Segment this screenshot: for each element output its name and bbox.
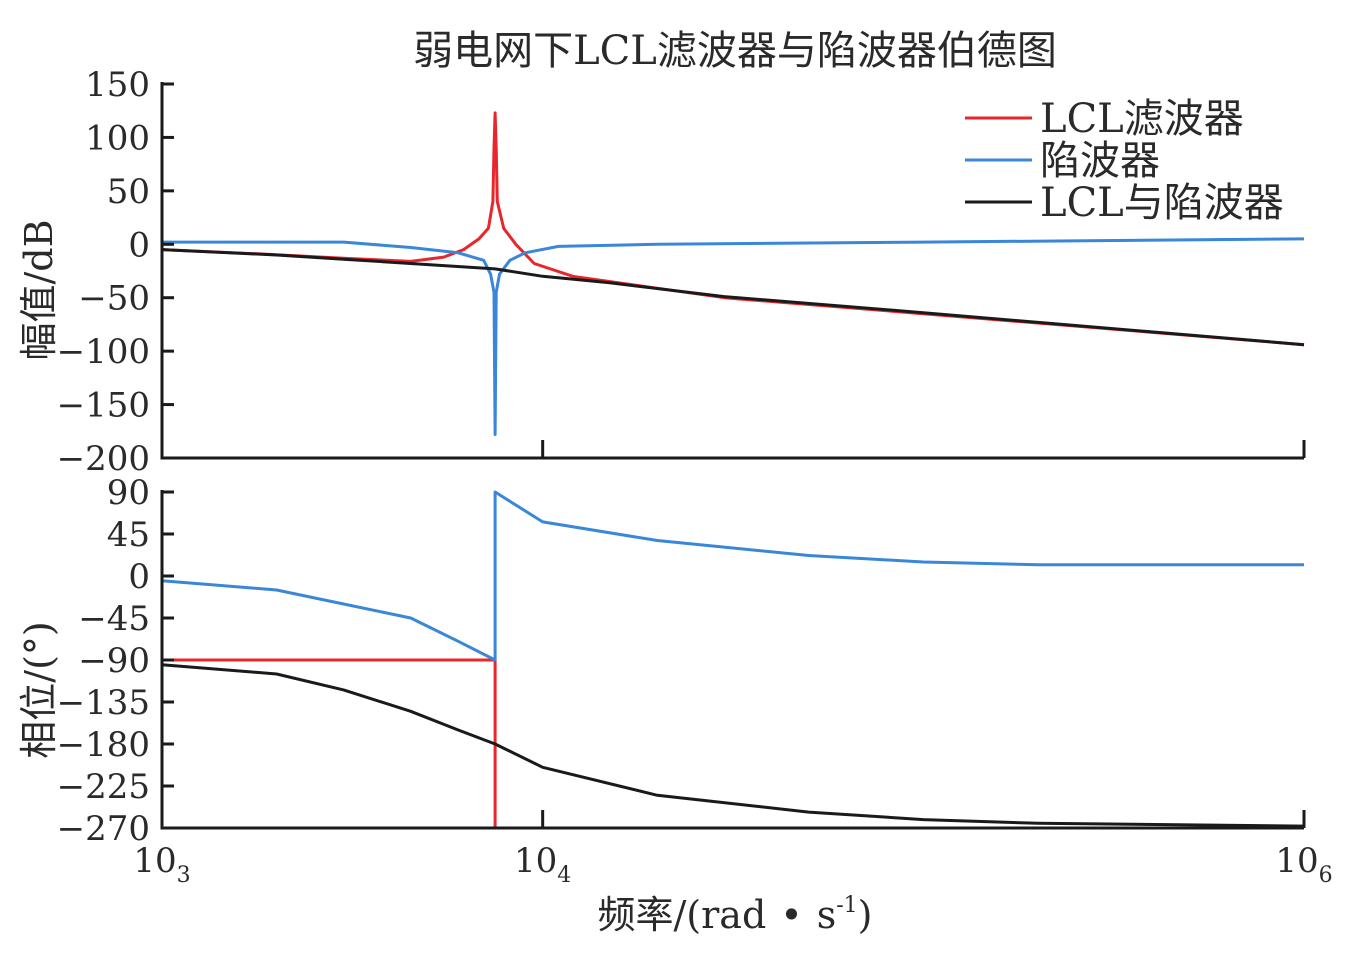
x-tick-labels: 103 104 106 — [133, 841, 1332, 888]
legend-label-combined: LCL与陷波器 — [1040, 180, 1284, 226]
phase-y-tick-label-5: −135 — [57, 683, 150, 723]
phase-y-tick-label-0: 90 — [107, 473, 150, 513]
magnitude-y-tick-label-3: 0 — [128, 225, 150, 265]
magnitude-y-tick-label-0: 150 — [85, 65, 150, 105]
magnitude-ylabel: 幅值/dB — [17, 219, 61, 360]
magnitude-y-tick-label-7: −200 — [57, 439, 150, 479]
x-axis-label-exponent: -1 — [836, 893, 857, 918]
magnitude-y-tick-label-6: −150 — [57, 386, 150, 426]
x-axis-label-close: ) — [858, 893, 873, 937]
x-axis-label-bullet: • — [780, 893, 802, 937]
magnitude-series-2-line — [161, 248, 1305, 347]
legend: LCL滤波器 陷波器 LCL与陷波器 — [965, 96, 1284, 226]
x-tick-label-1: 104 — [514, 841, 571, 888]
x-tick-label-2: 106 — [1275, 841, 1332, 888]
magnitude-y-ticks: 150 100 50 0 −50 −100 −150 −200 — [57, 65, 174, 479]
magnitude-series-group — [161, 111, 1305, 436]
phase-ylabel: 相位/(°) — [17, 621, 61, 758]
phase-y-tick-label-8: −270 — [57, 809, 150, 849]
chart-title: 弱电网下LCL滤波器与陷波器伯德图 — [413, 28, 1057, 74]
phase-y-tick-label-6: −180 — [57, 725, 150, 765]
magnitude-series-0-line — [161, 111, 1305, 347]
magnitude-y-tick-label-5: −100 — [57, 332, 150, 372]
x-axis-label: 频率/(rad • s-1) — [598, 893, 873, 937]
phase-y-tick-label-1: 45 — [107, 515, 150, 555]
magnitude-plot: 150 100 50 0 −50 −100 −150 −200 幅值/dB — [17, 65, 1306, 479]
x-tick-label-0: 103 — [133, 841, 190, 888]
magnitude-y-tick-label-2: 50 — [107, 172, 150, 212]
phase-series-group — [161, 490, 1305, 828]
phase-y-tick-label-2: 0 — [128, 557, 150, 597]
phase-y-tick-label-4: −90 — [78, 641, 150, 681]
magnitude-y-tick-label-1: 100 — [85, 118, 150, 158]
legend-label-lcl: LCL滤波器 — [1040, 96, 1244, 142]
x-axis-label-unit: s — [817, 893, 837, 937]
phase-y-tick-label-7: −225 — [57, 767, 150, 807]
phase-y-tick-label-3: −45 — [78, 599, 150, 639]
legend-label-notch: 陷波器 — [1040, 138, 1160, 184]
phase-series-2-line — [161, 663, 1305, 828]
magnitude-y-tick-label-4: −50 — [78, 279, 150, 319]
magnitude-series-1-line — [162, 237, 1305, 436]
x-axis-label-main: 频率/(rad — [598, 893, 767, 937]
phase-series-1-line — [161, 490, 1304, 662]
